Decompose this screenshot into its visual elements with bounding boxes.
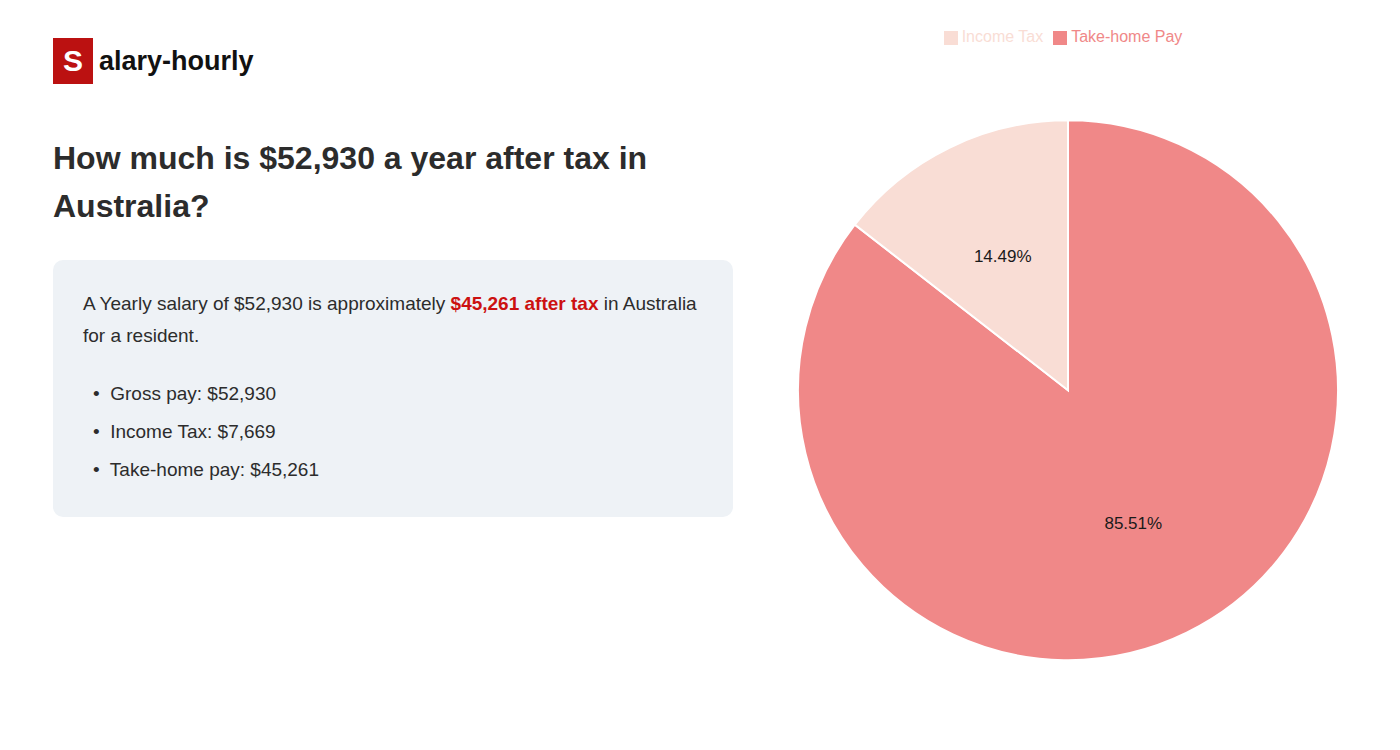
html-text:• Income Tax: $7,669: • Income Tax: $7,669 [93, 420, 276, 442]
html-text:How much is $52,930 a year aft: How much is $52,930 a year after tax in … [53, 140, 648, 224]
html-text:Income Tax: Income Tax [961, 28, 1044, 45]
html-text:• Gross pay: $52,930: • Gross pay: $52,930 [93, 382, 276, 404]
html-text:A Yearly salary of $52,930 is: A Yearly salary of $52,930 is approximat… [83, 293, 697, 347]
html-text:S: S [63, 44, 83, 77]
svg-text:85.51%: 85.51% [1104, 514, 1162, 533]
html-text:• Take-home pay: $45,261: • Take-home pay: $45,261 [93, 458, 319, 480]
html-text:alary-hourly: alary-hourly [99, 45, 254, 76]
svg-text:14.49%: 14.49% [974, 247, 1032, 266]
html-text:Take-home Pay: Take-home Pay [1071, 28, 1183, 45]
